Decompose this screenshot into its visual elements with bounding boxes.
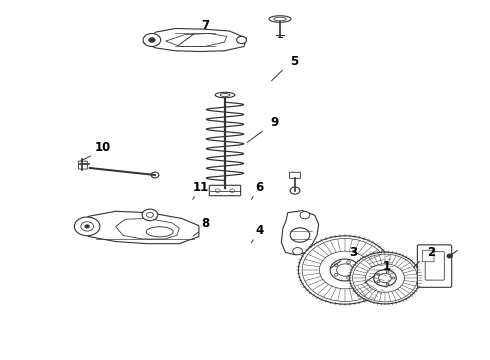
Text: 11: 11 bbox=[193, 181, 209, 194]
Circle shape bbox=[337, 264, 353, 276]
Text: 1: 1 bbox=[383, 260, 391, 273]
Text: 9: 9 bbox=[270, 116, 278, 129]
Circle shape bbox=[334, 264, 338, 266]
Circle shape bbox=[293, 248, 302, 255]
FancyBboxPatch shape bbox=[417, 245, 452, 287]
Circle shape bbox=[354, 269, 358, 271]
Text: 8: 8 bbox=[202, 217, 210, 230]
Circle shape bbox=[377, 280, 380, 283]
Ellipse shape bbox=[146, 227, 173, 237]
Circle shape bbox=[330, 259, 360, 281]
Polygon shape bbox=[116, 219, 179, 239]
Polygon shape bbox=[166, 33, 227, 46]
Text: 3: 3 bbox=[349, 246, 357, 258]
Circle shape bbox=[143, 33, 161, 46]
FancyBboxPatch shape bbox=[209, 185, 241, 196]
Circle shape bbox=[142, 209, 158, 221]
Circle shape bbox=[230, 189, 235, 193]
Polygon shape bbox=[144, 28, 246, 51]
Circle shape bbox=[350, 252, 420, 304]
Circle shape bbox=[334, 274, 338, 276]
FancyBboxPatch shape bbox=[422, 250, 434, 262]
Text: 5: 5 bbox=[290, 55, 298, 68]
Circle shape bbox=[386, 283, 389, 285]
Circle shape bbox=[85, 225, 90, 228]
FancyBboxPatch shape bbox=[425, 252, 444, 280]
Circle shape bbox=[379, 273, 392, 283]
Circle shape bbox=[148, 37, 155, 42]
Circle shape bbox=[346, 276, 350, 279]
Text: 4: 4 bbox=[256, 224, 264, 237]
Circle shape bbox=[447, 254, 452, 258]
Text: 6: 6 bbox=[256, 181, 264, 194]
Circle shape bbox=[300, 212, 310, 219]
Polygon shape bbox=[281, 211, 318, 255]
Circle shape bbox=[290, 187, 300, 194]
Text: 7: 7 bbox=[202, 19, 210, 32]
Circle shape bbox=[386, 271, 389, 273]
Ellipse shape bbox=[220, 94, 230, 96]
Ellipse shape bbox=[274, 17, 286, 21]
Circle shape bbox=[374, 270, 396, 286]
Circle shape bbox=[377, 273, 380, 275]
Ellipse shape bbox=[215, 92, 235, 98]
Circle shape bbox=[147, 212, 153, 217]
FancyBboxPatch shape bbox=[78, 161, 87, 169]
Ellipse shape bbox=[269, 16, 291, 22]
Text: 10: 10 bbox=[95, 141, 111, 154]
Circle shape bbox=[392, 277, 395, 279]
Polygon shape bbox=[79, 211, 199, 244]
FancyBboxPatch shape bbox=[290, 172, 300, 178]
Circle shape bbox=[74, 217, 100, 236]
Circle shape bbox=[346, 261, 350, 264]
Text: 2: 2 bbox=[427, 246, 435, 258]
Circle shape bbox=[298, 236, 392, 304]
Circle shape bbox=[290, 228, 310, 242]
Circle shape bbox=[81, 222, 94, 231]
Circle shape bbox=[151, 172, 159, 178]
Circle shape bbox=[215, 189, 220, 193]
Circle shape bbox=[237, 36, 246, 44]
